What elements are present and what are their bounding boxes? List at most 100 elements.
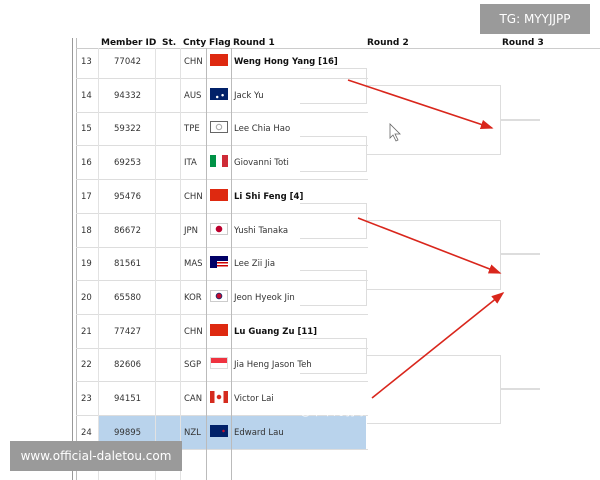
player-name[interactable]: Jack Yu [234,90,264,101]
member-id: 94332 [114,90,142,101]
member-id: 81561 [114,259,142,270]
col-divider [155,48,156,480]
player-name[interactable]: Victor Lai [234,394,274,404]
row-number: 20 [81,292,92,303]
weibo-watermark: @牛牛的羽球日记 [300,405,388,418]
nzl-flag-icon [210,424,228,437]
table-row[interactable]: 23 94151 CAN Victor Lai [76,382,368,416]
row-number: 18 [81,225,92,236]
bracket-r3-line [500,253,540,255]
can-flag-icon [210,391,228,403]
country-code: CHN [184,191,203,202]
site-watermark: www.official-daletou.com [10,441,182,471]
member-id: 77042 [114,57,142,67]
arrow [357,217,502,274]
table-row[interactable]: 20 65580 KOR Jeon Hyeok Jin [76,281,368,315]
header-cnty[interactable]: Cnty [183,38,207,48]
arrow [347,79,494,130]
member-id: 94151 [114,394,142,404]
header-divider [76,48,600,49]
bracket-r1-match [300,270,367,306]
player-name[interactable]: Yushi Tanaka [234,225,289,236]
player-name[interactable]: Jia Heng Jason Teh [234,360,312,371]
header-round1[interactable]: Round 1 [233,38,275,48]
player-name[interactable]: Weng Hong Yang [16] [234,57,338,67]
chn-flag-icon [210,323,228,336]
player-name[interactable]: Lee Zii Jia [234,259,276,270]
jpn-flag-icon [210,222,228,235]
table-row[interactable]: 18 86672 JPN Yushi Tanaka [76,214,368,248]
row-number: 23 [81,394,92,404]
arrow [371,291,505,399]
table-left-border [72,38,73,480]
table-row[interactable]: 15 59322 TPE Lee Chia Hao [76,112,368,146]
row-divider [76,179,368,181]
row-number: 24 [81,427,92,438]
country-code: KOR [184,292,202,303]
table-row[interactable]: 17 95476 CHN Li Shi Feng [4] [76,180,368,214]
row-divider [76,246,368,248]
aus-flag-icon [210,87,228,100]
row-divider [76,347,368,349]
header-flag[interactable]: Flag [209,38,231,48]
sgp-flag-icon [210,357,228,370]
player-name[interactable]: Lee Chia Hao [234,124,291,135]
header-round2[interactable]: Round 2 [367,38,409,48]
table-row[interactable]: 13 77042 CHN Weng Hong Yang [16] [76,45,368,79]
player-name[interactable]: Edward Lau [234,427,284,438]
member-id: 95476 [114,191,142,202]
member-id: 65580 [114,292,142,303]
ita-flag-icon [210,155,228,168]
member-id: 82606 [114,360,142,371]
bracket-r3-line [500,119,540,121]
col-divider [98,48,99,480]
row-number: 16 [81,158,92,169]
header-member-id[interactable]: Member ID [101,38,157,48]
row-divider [76,212,368,214]
bracket-r2-match [367,355,501,424]
member-id: 99895 [114,427,142,438]
country-code: AUS [184,90,202,101]
country-code: SGP [184,360,202,371]
country-code: NZL [184,427,201,438]
mas-flag-icon [210,256,228,269]
row-divider [76,78,368,79]
player-name[interactable]: Giovanni Toti [234,158,289,169]
chn-flag-icon [210,54,228,66]
row-number: 17 [81,191,92,202]
table-left-border-inner [76,38,77,480]
country-code: MAS [184,259,203,270]
row-number: 19 [81,259,92,270]
player-name[interactable]: Jeon Hyeok Jin [234,292,295,303]
chn-flag-icon [210,188,228,201]
player-name[interactable]: Lu Guang Zu [11] [234,326,318,337]
row-number: 22 [81,360,92,371]
header-st[interactable]: St. [162,38,177,48]
member-id: 59322 [114,124,142,135]
kor-flag-icon [210,289,228,302]
table-row[interactable]: 14 94332 AUS Jack Yu [76,79,368,113]
header-round3[interactable]: Round 3 [502,38,544,48]
bracket-r2-match [367,220,501,290]
player-name[interactable]: Li Shi Feng [4] [234,191,304,202]
country-code: TPE [184,124,200,135]
bracket-r1-match [300,338,367,374]
bracket-r3-line [500,388,540,390]
col-divider [231,48,232,480]
table-row[interactable]: 19 81561 MAS Lee Zii Jia [76,247,368,281]
row-divider [76,448,368,450]
country-code: ITA [184,158,197,169]
table-row[interactable]: 16 69253 ITA Giovanni Toti [76,146,368,180]
table-row[interactable]: 21 77427 CHN Lu Guang Zu [11] [76,315,368,349]
country-code: JPN [184,225,198,236]
mouse-cursor-icon [389,123,401,142]
table-row[interactable]: 22 82606 SGP Jia Heng Jason Teh [76,348,368,382]
country-code: CHN [184,326,203,337]
row-number: 14 [81,90,92,101]
row-divider [76,111,368,113]
row-divider [76,381,368,383]
row-number: 15 [81,124,92,135]
row-number: 21 [81,326,92,337]
row-number: 13 [81,57,92,67]
